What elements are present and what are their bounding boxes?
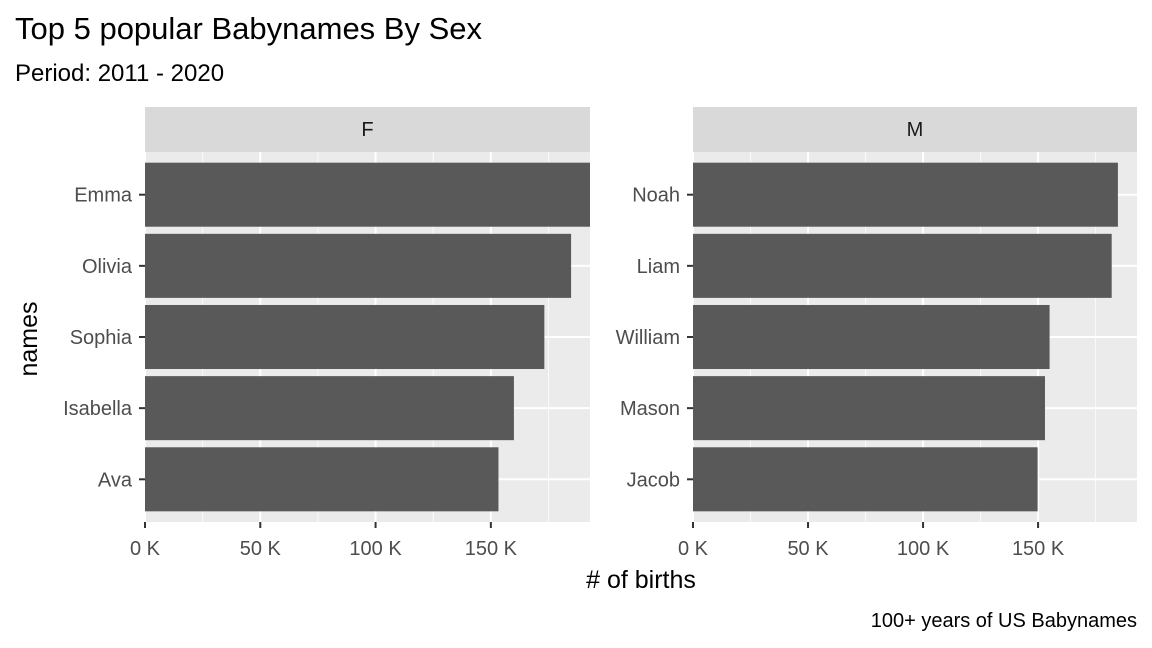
x-tick-label: 150 K — [1012, 538, 1065, 560]
facets-layer: F Emma Olivia Sophia Isabella Ava 0 K 50 K 100 K… — [63, 107, 1137, 560]
bar-william — [693, 304, 1050, 370]
bar-liam — [693, 233, 1112, 298]
chart-title: Top 5 popular Babynames By Sex — [15, 11, 482, 46]
y-tick-label: Sophia — [70, 327, 133, 349]
y-tick-label: Emma — [74, 185, 133, 207]
facet-panel-f: F Emma Olivia Sophia Isabella Ava 0 K 50 K 100 K… — [63, 107, 590, 560]
y-tick-label: Isabella — [63, 398, 133, 420]
facet-panel-m: M Noah Liam William Mason Jacob 0 K 50 K 100 K 15… — [616, 107, 1137, 560]
facet-strip — [145, 107, 590, 152]
x-axis-title: # of births — [586, 566, 696, 594]
y-tick-label: Olivia — [82, 256, 133, 278]
bar-mason — [693, 376, 1045, 441]
bar-isabella — [145, 376, 514, 441]
y-tick-label: Mason — [620, 398, 680, 420]
x-tick-label: 100 K — [897, 538, 950, 560]
bar-ava — [145, 447, 499, 512]
x-tick-label: 0 K — [130, 538, 161, 560]
facet-strip-label: M — [907, 119, 924, 141]
y-tick-label: Liam — [637, 256, 680, 278]
y-tick-label: Noah — [632, 185, 680, 207]
chart-subtitle: Period: 2011 - 2020 — [15, 60, 225, 87]
x-tick-label: 50 K — [787, 538, 829, 560]
x-tick-label: 150 K — [465, 538, 518, 560]
bar-sophia — [145, 304, 545, 370]
bar-olivia — [145, 233, 572, 298]
bar-noah — [693, 162, 1118, 227]
bar-jacob — [693, 447, 1038, 512]
x-tick-label: 50 K — [240, 538, 282, 560]
x-tick-label: 0 K — [678, 538, 709, 560]
y-axis-title: names — [15, 301, 43, 376]
bar-emma — [145, 162, 590, 227]
x-tick-label: 100 K — [349, 538, 402, 560]
facet-strip-label: F — [361, 119, 373, 141]
chart-caption: 100+ years of US Babynames — [871, 610, 1137, 632]
y-tick-label: Ava — [98, 469, 133, 491]
y-tick-label: William — [616, 327, 680, 349]
facet-strip — [693, 107, 1137, 152]
y-tick-label: Jacob — [627, 469, 680, 491]
